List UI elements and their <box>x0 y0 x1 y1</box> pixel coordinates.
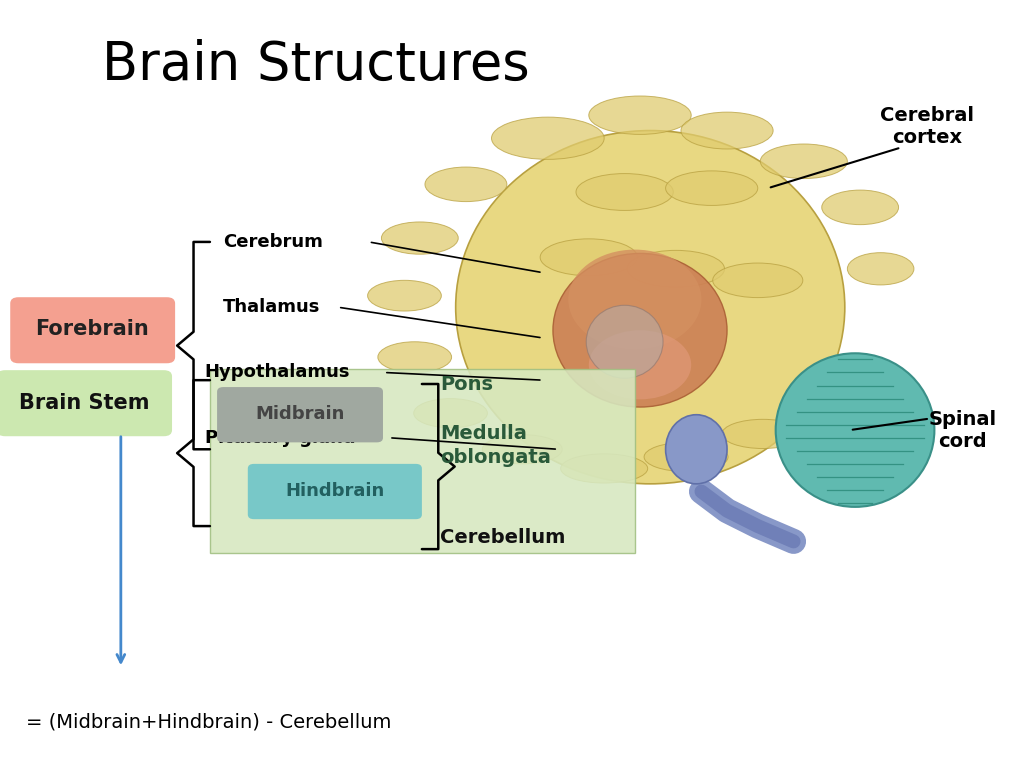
Ellipse shape <box>456 131 845 484</box>
Ellipse shape <box>541 239 637 276</box>
Text: Cerebral
cortex: Cerebral cortex <box>880 106 974 147</box>
Ellipse shape <box>414 399 487 428</box>
Ellipse shape <box>627 250 725 287</box>
Ellipse shape <box>568 250 701 349</box>
FancyBboxPatch shape <box>248 464 422 519</box>
Ellipse shape <box>848 253 913 285</box>
Text: = (Midbrain+Hindbrain) - Cerebellum: = (Midbrain+Hindbrain) - Cerebellum <box>26 713 391 731</box>
Text: Brain Structures: Brain Structures <box>102 39 530 91</box>
FancyBboxPatch shape <box>217 387 383 442</box>
Ellipse shape <box>492 118 604 160</box>
Ellipse shape <box>760 144 848 178</box>
Ellipse shape <box>575 174 674 210</box>
Ellipse shape <box>666 171 758 206</box>
Ellipse shape <box>776 353 935 507</box>
Ellipse shape <box>589 96 691 134</box>
Ellipse shape <box>713 263 803 298</box>
Ellipse shape <box>821 190 899 224</box>
Text: Thalamus: Thalamus <box>223 298 321 316</box>
Ellipse shape <box>368 280 441 311</box>
Text: Cerebellum: Cerebellum <box>440 528 565 547</box>
Ellipse shape <box>561 454 647 483</box>
Ellipse shape <box>681 112 773 149</box>
FancyBboxPatch shape <box>10 297 175 363</box>
Text: Spinal
cord: Spinal cord <box>929 409 996 451</box>
Text: Medulla
oblongata: Medulla oblongata <box>440 424 551 467</box>
Ellipse shape <box>378 342 452 372</box>
FancyBboxPatch shape <box>210 369 635 553</box>
Ellipse shape <box>589 330 691 399</box>
Ellipse shape <box>482 435 562 464</box>
Ellipse shape <box>787 376 861 407</box>
Text: Hindbrain: Hindbrain <box>286 482 384 500</box>
FancyBboxPatch shape <box>0 370 172 436</box>
Text: Midbrain: Midbrain <box>255 405 345 423</box>
Ellipse shape <box>425 167 507 201</box>
Text: Brain Stem: Brain Stem <box>18 393 150 413</box>
Text: Cerebrum: Cerebrum <box>223 233 324 251</box>
Ellipse shape <box>586 305 664 379</box>
Ellipse shape <box>381 222 459 254</box>
Text: Hypothalamus: Hypothalamus <box>205 363 350 382</box>
Ellipse shape <box>722 419 804 449</box>
Text: Pons: Pons <box>440 375 494 393</box>
Ellipse shape <box>644 442 728 472</box>
Ellipse shape <box>666 415 727 484</box>
Text: Pituitary gland: Pituitary gland <box>205 429 355 447</box>
Ellipse shape <box>553 253 727 407</box>
Text: Forebrain: Forebrain <box>35 319 150 339</box>
